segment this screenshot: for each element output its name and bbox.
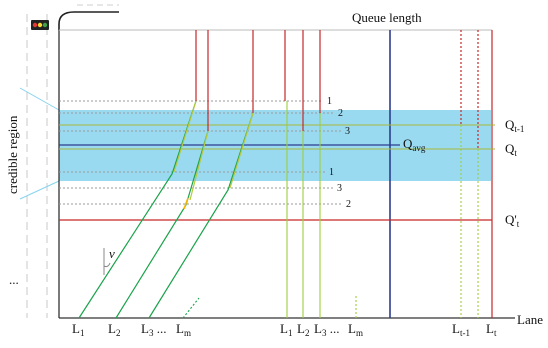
velocity-label: v — [109, 246, 115, 261]
lane-guides — [26, 14, 48, 318]
right-lane-labels: L1 L2 L3 ... Lm — [280, 321, 363, 338]
far-lane-green-dotted — [460, 125, 479, 318]
lane-label: L2 — [108, 321, 120, 338]
q-t-label: Qt — [505, 141, 517, 158]
q-prime-label: Q't — [505, 212, 520, 229]
credible-region-bracket — [19, 87, 60, 200]
q-avg-label: Qavg — [403, 136, 426, 153]
lane-label: L3 ... — [314, 321, 339, 338]
queue-red-bars — [195, 30, 321, 131]
traffic-light-icon — [31, 20, 49, 30]
lane-label: Lm — [348, 321, 363, 338]
lane-label: Lt-1 — [452, 321, 470, 338]
chart-title: Queue length — [352, 10, 422, 25]
q-prev-label: Qt-1 — [505, 117, 524, 134]
x-axis-label: Lane — [517, 312, 543, 327]
row-number: 1 — [329, 167, 334, 178]
trajectory-upper-segments — [173, 100, 254, 201]
trajectory-dotted-lm — [182, 297, 200, 319]
row-number: 3 — [345, 126, 350, 137]
credible-region-label: credible region — [5, 115, 20, 194]
lane-label: Lm — [176, 321, 191, 338]
row-number: 2 — [338, 108, 343, 119]
row-numbers-upper: 1 2 3 — [327, 96, 350, 137]
row-numbers-lower: 1 3 2 — [329, 167, 351, 210]
row-number: 2 — [346, 199, 351, 210]
velocity-indicator: v — [103, 246, 115, 275]
far-lane-labels: Lt-1 Lt — [452, 321, 497, 338]
lane-label: L1 — [280, 321, 292, 338]
lane-label: L3 ... — [141, 321, 166, 338]
row-number: 3 — [337, 183, 342, 194]
upper-dotted-lines — [59, 100, 342, 132]
curb-corner — [58, 11, 119, 30]
lane-label: L2 — [297, 321, 309, 338]
lane-label: L1 — [72, 321, 84, 338]
trajectory-transition-marks — [183, 197, 189, 210]
lane-label: Lt — [486, 321, 497, 338]
row-number: 1 — [327, 96, 332, 107]
left-lane-labels: L1 L2 L3 ... Lm — [72, 321, 191, 338]
right-lane-green-lines — [286, 101, 321, 318]
left-ellipsis: ... — [9, 272, 19, 287]
